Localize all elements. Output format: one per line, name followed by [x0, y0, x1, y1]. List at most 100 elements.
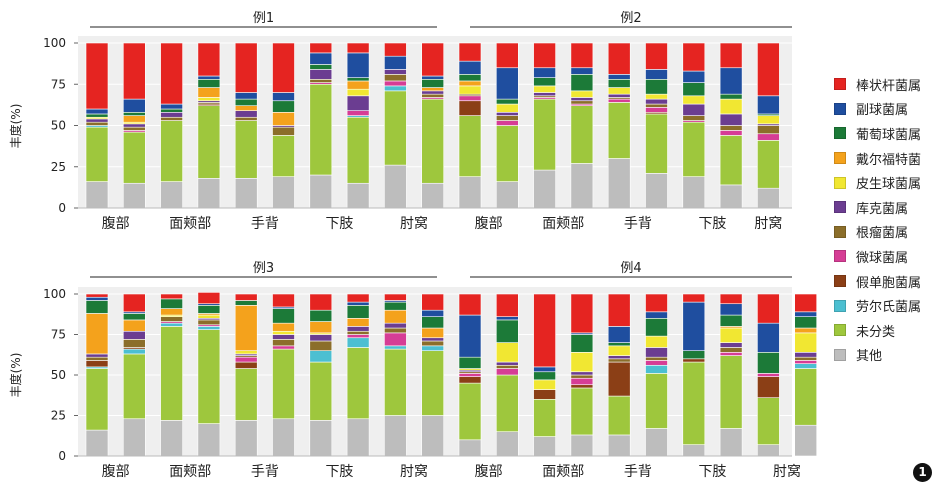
bar-segment-12 [123, 42, 146, 100]
bar-segment-2 [794, 368, 818, 426]
bar-segment-1 [85, 181, 109, 209]
bar-segment-2 [234, 120, 258, 179]
bar-segment-5 [495, 368, 519, 376]
bar-segment-2 [160, 326, 183, 421]
legend-swatch [834, 348, 846, 361]
bar-segment-12 [607, 293, 631, 327]
bar-segment-11 [495, 67, 519, 100]
bar-segment-9 [160, 308, 183, 316]
bar-segment-4 [458, 376, 482, 384]
bar-segment-5 [458, 95, 482, 102]
bar-segment-11 [607, 74, 631, 80]
bar-segment-8 [495, 103, 519, 113]
bar-segment-2 [384, 348, 407, 416]
bar-segment-7 [309, 69, 333, 80]
bar-segment-6 [607, 358, 631, 363]
bar-segment-10 [346, 305, 370, 319]
bar-segment-10 [85, 113, 109, 118]
bar-segment-12 [533, 293, 556, 368]
legend-label: 根瘤菌属 [856, 226, 909, 242]
bar-segment-1 [757, 444, 780, 457]
bar-segment-12 [458, 293, 482, 316]
bar-segment-8 [607, 87, 631, 95]
bar-segment-10 [495, 319, 519, 343]
bar-segment-10 [309, 64, 333, 70]
y-tick-label: 75 [51, 77, 66, 91]
bar-segment-4 [682, 358, 706, 363]
bar-segment-2 [682, 121, 706, 177]
legend-item: 根瘤菌属 [834, 220, 939, 245]
bar-segment-10 [719, 93, 743, 100]
bar-segment-10 [160, 298, 183, 309]
bar-segment-1 [719, 184, 743, 209]
site-label: 肘窝 [400, 463, 428, 480]
site-label: 腹部 [102, 463, 130, 480]
legend-label: 库克菌属 [856, 201, 909, 217]
bar-segment-12 [384, 293, 407, 301]
bar-segment-1 [645, 428, 668, 457]
bar-segment-2 [85, 368, 109, 431]
bar-segment-6 [309, 340, 333, 352]
bar-segment-6 [272, 126, 295, 136]
group-title: 例2 [620, 11, 641, 26]
bar-segment-8 [346, 88, 370, 97]
bar-segment-2 [384, 90, 407, 166]
bar-segment-7 [607, 355, 631, 360]
bar-segment-12 [719, 293, 743, 305]
y-tick-label: 0 [58, 449, 66, 463]
bar-segment-6 [682, 115, 706, 121]
bar-segment-6 [495, 115, 519, 121]
bar-segment-11 [794, 311, 818, 317]
bar-segment-3 [197, 326, 221, 330]
bar-segment-10 [123, 112, 146, 116]
site-label: 腹部 [102, 215, 130, 232]
bar-segment-1 [384, 415, 407, 457]
bar-segment-12 [234, 42, 258, 93]
site-label: 腹部 [475, 463, 503, 480]
bar-segment-5 [607, 98, 631, 103]
bar-segment-11 [682, 301, 706, 352]
legend-swatch [834, 152, 846, 165]
bar-segment-6 [85, 356, 109, 361]
bar-segment-6 [495, 364, 519, 369]
y-tick-label: 75 [51, 328, 66, 342]
bar-segment-11 [719, 303, 743, 316]
bar-segment-2 [197, 329, 221, 424]
bar-segment-9 [234, 305, 258, 351]
bar-segment-2 [719, 355, 743, 429]
bar-segment-7 [607, 93, 631, 98]
legend-label: 戴尔福特菌 [856, 152, 922, 168]
bar-segment-10 [384, 301, 407, 311]
bar-segment-9 [272, 112, 295, 126]
bar-segment-9 [197, 87, 221, 98]
bar-segment-11 [85, 108, 109, 115]
bar-segment-1 [682, 176, 706, 209]
bar-segment-1 [346, 418, 370, 457]
bar-segment-10 [533, 371, 556, 381]
bar-segment-6 [123, 126, 146, 131]
bar-segment-10 [85, 300, 109, 314]
bar-segment-6 [160, 316, 183, 322]
bar-segment-2 [533, 398, 556, 437]
legend-swatch [834, 78, 846, 91]
site-label: 腹部 [475, 215, 503, 232]
bar-segment-12 [645, 42, 668, 70]
bar-segment-3 [160, 322, 183, 327]
y-tick-label: 50 [51, 119, 66, 133]
bar-segment-2 [533, 98, 556, 171]
bar-segment-9 [123, 319, 146, 332]
bar-segment-12 [645, 293, 668, 313]
bar-segment-6 [384, 74, 407, 82]
bar-segment-5 [346, 110, 370, 116]
bar-segment-11 [757, 95, 780, 115]
bar-segment-12 [160, 293, 183, 300]
y-axis-label: 丰度(%) [8, 104, 23, 149]
bar-segment-12 [570, 293, 594, 334]
bar-segment-10 [682, 350, 706, 360]
bar-segment-1 [272, 418, 295, 457]
bar-segment-6 [645, 103, 668, 108]
bar-segment-2 [272, 348, 295, 420]
bar-segment-8 [570, 90, 594, 98]
y-tick-label: 25 [51, 409, 66, 423]
bar-segment-9 [309, 321, 333, 334]
